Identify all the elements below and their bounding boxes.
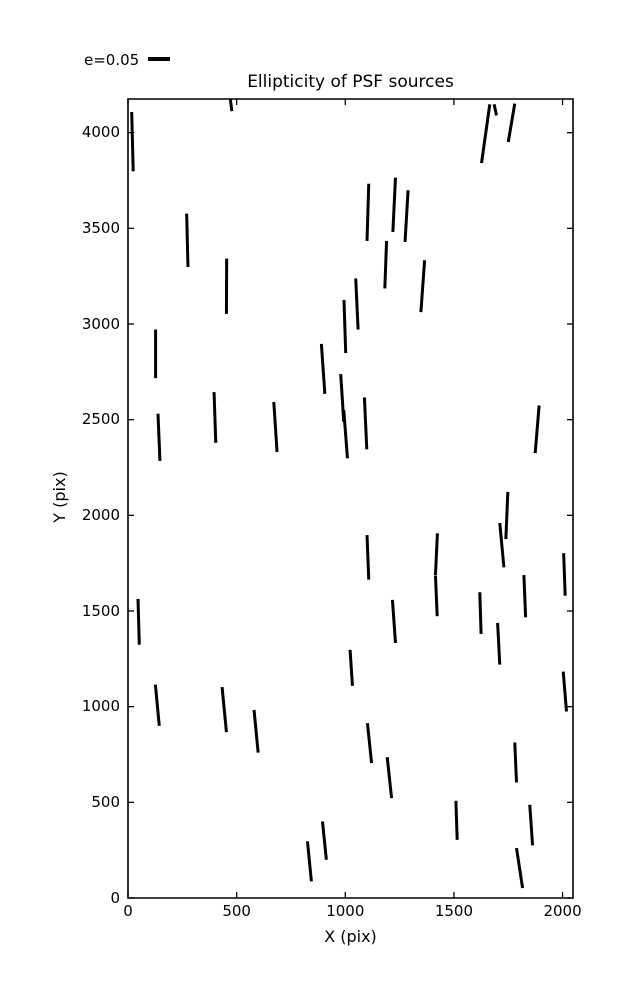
psf-ellipticity-whisker	[393, 178, 396, 232]
psf-ellipticity-whisker	[385, 241, 387, 288]
psf-ellipticity-whisker	[344, 410, 348, 458]
psf-ellipticity-whisker	[435, 533, 437, 575]
y-axis-label: Y (pix)	[50, 471, 69, 523]
psf-ellipticity-whisker	[307, 841, 311, 881]
psf-ellipticity-whisker	[367, 723, 371, 763]
psf-ellipticity-whisker	[500, 523, 504, 567]
y-tick-label: 1500	[81, 601, 120, 620]
x-axis-label: X (pix)	[324, 927, 377, 946]
psf-ellipticity-whisker	[364, 397, 366, 449]
y-tick-label: 1000	[81, 697, 120, 716]
psf-ellipticity-whisker	[230, 99, 232, 111]
psf-ellipticity-whisker	[435, 576, 437, 617]
psf-ellipticity-whisker	[563, 672, 566, 712]
psf-ellipticity-whisker	[392, 600, 395, 643]
plot-canvas	[128, 99, 573, 898]
y-tick-label: 4000	[81, 123, 120, 142]
psf-ellipticity-whisker	[187, 214, 188, 267]
psf-ellipticity-whisker	[367, 184, 369, 241]
y-tick-label: 500	[91, 792, 120, 811]
x-tick-label: 1500	[434, 902, 474, 920]
psf-ellipticity-whisker	[517, 848, 523, 888]
psf-ellipticity-whisker	[506, 492, 508, 539]
chart-title: Ellipticity of PSF sources	[247, 72, 454, 92]
psf-ellipticity-whisker	[405, 190, 408, 242]
psf-ellipticity-whisker	[344, 300, 346, 353]
psf-ellipticity-whisker	[321, 344, 324, 394]
psf-ellipticity-whisker	[480, 592, 481, 634]
plot-frame	[128, 99, 573, 898]
x-tick-label: 500	[222, 902, 251, 920]
psf-ellipticity-whisker	[482, 104, 490, 163]
psf-ellipticity-whisker	[158, 414, 160, 461]
psf-ellipticity-whisker	[524, 575, 526, 617]
y-tick-label: 0	[110, 888, 120, 907]
psf-ellipticity-whisker	[350, 650, 352, 686]
psf-ellipticity-whisker	[138, 599, 139, 645]
y-tick-label: 3000	[81, 314, 120, 333]
psf-ellipticity-whisker	[367, 535, 369, 580]
psf-ellipticity-whisker	[530, 805, 533, 846]
psf-ellipticity-whisker	[132, 112, 134, 171]
legend-sample-segment	[148, 57, 170, 61]
x-tick-label: 1000	[326, 902, 365, 920]
psf-ellipticity-whisker	[322, 821, 326, 859]
psf-ellipticity-whisker	[356, 278, 358, 329]
psf-ellipticity-whisker	[214, 392, 216, 443]
psf-ellipticity-whisker	[535, 406, 539, 454]
psf-ellipticity-whisker	[155, 685, 159, 726]
psf-ellipticity-whisker	[508, 104, 515, 142]
psf-ellipticity-whisker	[564, 553, 566, 595]
y-tick-label: 2000	[81, 505, 120, 524]
psf-ellipticity-whisker	[421, 260, 425, 312]
legend-label: e=0.05	[84, 50, 140, 69]
x-tick-label: 2000	[543, 902, 582, 920]
psf-ellipticity-whisker	[254, 710, 258, 753]
x-tick-label: 0	[123, 902, 133, 920]
plot-area: 0 500 1000 1500 2000 0 500 1000 1500 2000 2500 3000…	[82, 99, 582, 920]
psf-ellipticity-whisker	[274, 402, 277, 452]
psf-ellipticity-whisker	[498, 623, 500, 665]
psf-ellipticity-whisker	[456, 801, 457, 840]
legend: e=0.05	[84, 49, 170, 69]
y-tick-label: 2500	[81, 410, 120, 429]
psf-ellipticity-whisker	[387, 757, 391, 798]
y-tick-label: 3500	[81, 218, 120, 237]
psf-ellipticity-whisker	[515, 742, 517, 782]
psf-ellipticity-whisker	[494, 104, 496, 115]
psf-ellipticity-whisker	[222, 687, 226, 732]
